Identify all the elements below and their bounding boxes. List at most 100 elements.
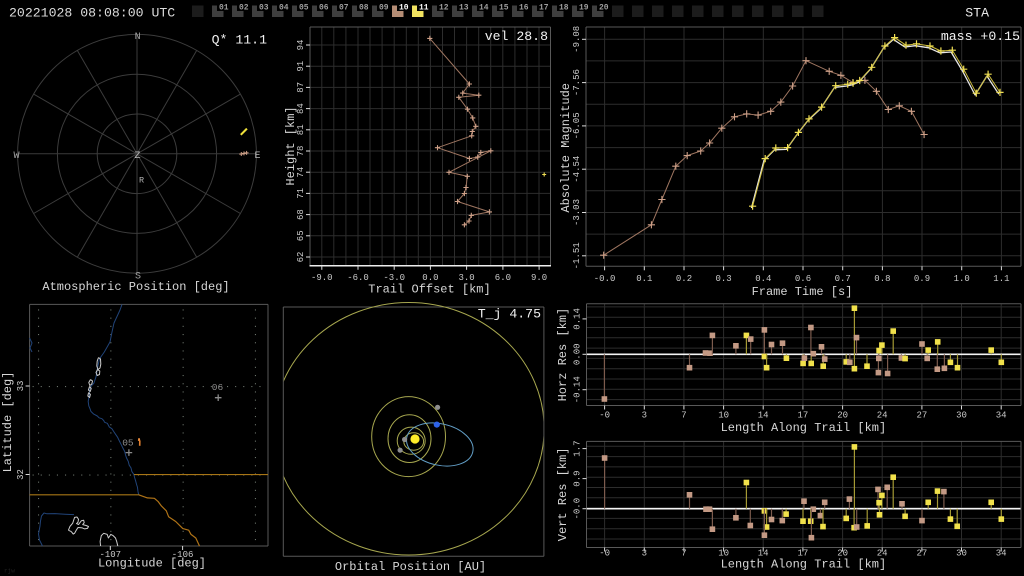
svg-text:17: 17 xyxy=(539,4,549,13)
svg-text:20: 20 xyxy=(599,4,609,13)
svg-text:74: 74 xyxy=(296,167,306,178)
svg-text:17: 17 xyxy=(797,411,808,421)
svg-text:0.0: 0.0 xyxy=(422,273,438,283)
svg-text:65: 65 xyxy=(296,230,306,241)
svg-text:17: 17 xyxy=(797,549,808,559)
svg-text:mass +0.15: mass +0.15 xyxy=(941,29,1020,44)
svg-text:0.00: 0.00 xyxy=(573,343,583,365)
svg-text:12: 12 xyxy=(439,4,449,13)
svg-text:10: 10 xyxy=(718,411,729,421)
svg-text:01: 01 xyxy=(219,4,229,13)
svg-text:10: 10 xyxy=(399,4,409,13)
svg-text:3.0: 3.0 xyxy=(458,273,474,283)
svg-text:33: 33 xyxy=(16,381,26,392)
svg-text:05: 05 xyxy=(122,438,134,449)
svg-text:Vert Res [km]: Vert Res [km] xyxy=(556,448,570,542)
svg-text:vel 28.8: vel 28.8 xyxy=(485,29,548,44)
svg-text:24: 24 xyxy=(877,549,888,559)
svg-text:30: 30 xyxy=(956,411,967,421)
svg-text:0.3: 0.3 xyxy=(715,274,731,284)
svg-text:18: 18 xyxy=(559,4,569,13)
svg-text:-107: -107 xyxy=(99,550,121,560)
svg-text:-0: -0 xyxy=(599,549,610,559)
svg-text:19: 19 xyxy=(579,4,589,13)
svg-text:27: 27 xyxy=(916,411,927,421)
svg-text:14: 14 xyxy=(479,4,489,13)
svg-text:S: S xyxy=(135,272,141,283)
svg-text:71: 71 xyxy=(296,188,306,199)
svg-text:1.0: 1.0 xyxy=(954,274,970,284)
svg-text:T_j 4.75: T_j 4.75 xyxy=(478,307,541,322)
svg-text:14: 14 xyxy=(758,411,769,421)
svg-text:32: 32 xyxy=(16,469,26,480)
svg-text:84: 84 xyxy=(296,103,306,114)
svg-text:13: 13 xyxy=(459,4,469,13)
svg-text:09: 09 xyxy=(379,4,389,13)
svg-text:15: 15 xyxy=(499,4,509,13)
svg-text:R: R xyxy=(139,176,144,186)
svg-text:34: 34 xyxy=(996,549,1007,559)
svg-text:05: 05 xyxy=(299,4,309,13)
svg-text:Trail Offset [km]: Trail Offset [km] xyxy=(368,283,490,297)
svg-text:E: E xyxy=(254,151,260,162)
svg-text:07: 07 xyxy=(339,4,349,13)
svg-text:-0.0: -0.0 xyxy=(573,498,583,520)
svg-text:20221028 08:08:00 UTC: 20221028 08:08:00 UTC xyxy=(9,6,175,21)
svg-text:0.6: 0.6 xyxy=(795,274,811,284)
svg-text:rjw: rjw xyxy=(4,568,15,575)
svg-text:08: 08 xyxy=(359,4,369,13)
svg-text:9.0: 9.0 xyxy=(531,273,547,283)
svg-text:34: 34 xyxy=(996,411,1007,421)
svg-text:N: N xyxy=(135,32,141,43)
svg-text:1.7: 1.7 xyxy=(573,440,583,456)
svg-text:Frame Time [s]: Frame Time [s] xyxy=(752,285,853,299)
svg-text:Horz Res [km]: Horz Res [km] xyxy=(556,308,570,402)
svg-text:3: 3 xyxy=(642,549,647,559)
svg-text:06: 06 xyxy=(319,4,329,13)
svg-text:6.0: 6.0 xyxy=(495,273,511,283)
svg-text:0.7: 0.7 xyxy=(835,274,851,284)
svg-text:Q* 11.1: Q* 11.1 xyxy=(212,33,267,48)
svg-text:03: 03 xyxy=(259,4,269,13)
svg-text:-1.51: -1.51 xyxy=(572,242,582,269)
svg-text:-9.08: -9.08 xyxy=(572,26,582,53)
svg-text:68: 68 xyxy=(296,209,306,220)
svg-text:11: 11 xyxy=(419,4,429,13)
svg-text:7: 7 xyxy=(681,411,686,421)
svg-text:Orbital Position [AU]: Orbital Position [AU] xyxy=(335,560,486,574)
svg-text:94: 94 xyxy=(296,40,306,51)
svg-text:-9.0: -9.0 xyxy=(311,273,333,283)
svg-text:20: 20 xyxy=(837,549,848,559)
svg-text:0.4: 0.4 xyxy=(755,274,771,284)
svg-text:Absolute Magnitude: Absolute Magnitude xyxy=(559,83,573,213)
svg-text:W: W xyxy=(13,151,19,162)
svg-text:Atmospheric Position [deg]: Atmospheric Position [deg] xyxy=(42,280,229,294)
svg-text:-0.14: -0.14 xyxy=(573,376,583,403)
svg-text:0.9: 0.9 xyxy=(573,470,583,486)
svg-text:-0: -0 xyxy=(599,411,610,421)
svg-text:06: 06 xyxy=(212,382,224,393)
svg-text:3: 3 xyxy=(642,411,647,421)
svg-text:14: 14 xyxy=(758,549,769,559)
svg-text:Longitude [deg]: Longitude [deg] xyxy=(98,557,206,571)
svg-text:Height [km]: Height [km] xyxy=(284,106,298,185)
svg-text:-3.0: -3.0 xyxy=(383,273,405,283)
svg-text:20: 20 xyxy=(837,411,848,421)
svg-text:04: 04 xyxy=(279,4,289,13)
svg-text:10: 10 xyxy=(718,549,729,559)
svg-text:30: 30 xyxy=(956,549,967,559)
svg-text:-6.0: -6.0 xyxy=(347,273,369,283)
svg-text:7: 7 xyxy=(681,549,686,559)
svg-text:1.1: 1.1 xyxy=(993,274,1009,284)
svg-text:-3.03: -3.03 xyxy=(572,199,582,226)
svg-text:78: 78 xyxy=(296,146,306,157)
svg-text:0.9: 0.9 xyxy=(914,274,930,284)
svg-text:Length Along Trail [km]: Length Along Trail [km] xyxy=(721,558,887,572)
svg-text:62: 62 xyxy=(296,252,306,263)
svg-text:24: 24 xyxy=(877,411,888,421)
svg-text:STA: STA xyxy=(965,6,989,21)
svg-text:Z: Z xyxy=(134,151,140,162)
svg-text:0.2: 0.2 xyxy=(676,274,692,284)
svg-text:81: 81 xyxy=(296,124,306,135)
svg-text:Latitude [deg]: Latitude [deg] xyxy=(1,372,15,473)
